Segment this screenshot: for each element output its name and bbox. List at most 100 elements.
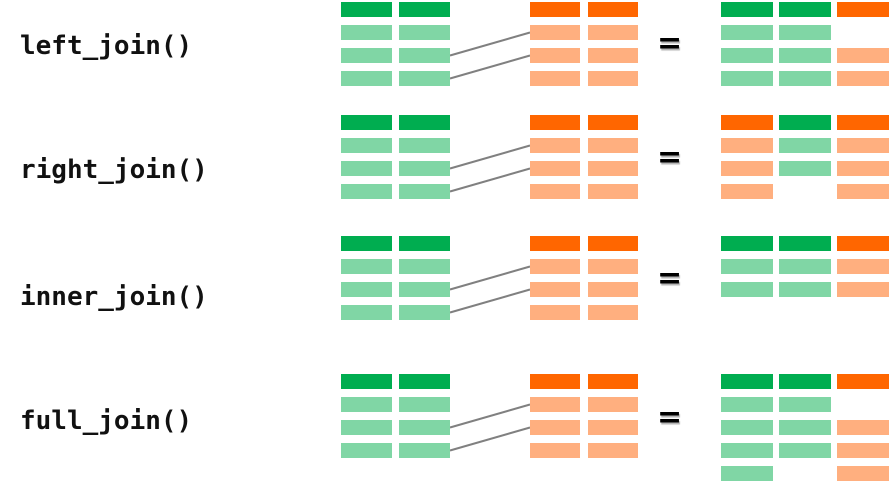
left-join-result-row-2-col-2	[779, 48, 831, 63]
full-join-left-table-row-1-col-1	[341, 397, 392, 412]
full-join-result-row-4-col-3	[837, 466, 889, 481]
full-join-right-table-row-2-col-1	[530, 420, 580, 435]
full-join-result-row-3-col-2	[779, 443, 831, 458]
full-join-result-row-2-col-3	[837, 420, 889, 435]
right-join-result-row-3-col-3	[837, 184, 889, 199]
left-join-link-line-2	[449, 54, 531, 80]
right-join-right-table-header-col-1	[530, 115, 580, 130]
left-join-result-row-3-col-1	[721, 71, 773, 86]
inner-join-result-header-col-2	[779, 236, 831, 251]
right-join-result-row-2-col-2	[779, 161, 831, 176]
left-join-left-table-header-col-1	[341, 2, 392, 17]
inner-join-left-table-row-1-col-2	[399, 259, 450, 274]
left-join-result-header-col-1	[721, 2, 773, 17]
inner-join-label: inner_join()	[20, 282, 208, 312]
inner-join-right-table-row-2-col-1	[530, 282, 580, 297]
full-join-right-table-row-1-col-1	[530, 397, 580, 412]
left-join-right-table-row-2-col-2	[588, 48, 638, 63]
inner-join-result-row-2-col-3	[837, 282, 889, 297]
full-join-result-row-1-col-2	[779, 397, 831, 412]
right-join-right-table-row-1-col-1	[530, 138, 580, 153]
right-join-result-row-1-col-2	[779, 138, 831, 153]
inner-join-left-table-row-1-col-1	[341, 259, 392, 274]
inner-join-result-header-col-1	[721, 236, 773, 251]
inner-join-result-row-2-col-2	[779, 282, 831, 297]
right-join-right-table-row-3-col-2	[588, 184, 638, 199]
right-join-result-row-3-col-1	[721, 184, 773, 199]
left-join-left-table-row-3-col-2	[399, 71, 450, 86]
left-join-right-table-row-1-col-2	[588, 25, 638, 40]
right-join-equals-sign: =	[657, 140, 683, 175]
full-join-result-row-2-col-2	[779, 420, 831, 435]
right-join-result-header-col-3	[837, 115, 889, 130]
inner-join-left-table-row-3-col-2	[399, 305, 450, 320]
full-join-link-line-2	[449, 426, 531, 452]
right-join-left-table-row-3-col-2	[399, 184, 450, 199]
inner-join-left-table-header-col-1	[341, 236, 392, 251]
right-join-label: right_join()	[20, 155, 208, 185]
right-join-right-table-header-col-2	[588, 115, 638, 130]
right-join-result-row-1-col-1	[721, 138, 773, 153]
full-join-left-table-row-3-col-2	[399, 443, 450, 458]
right-join-left-table-header-col-1	[341, 115, 392, 130]
inner-join-result-row-1-col-2	[779, 259, 831, 274]
right-join-right-table-row-1-col-2	[588, 138, 638, 153]
left-join-right-table-row-2-col-1	[530, 48, 580, 63]
inner-join-result-row-2-col-1	[721, 282, 773, 297]
left-join-left-table-row-2-col-1	[341, 48, 392, 63]
full-join-left-table-row-1-col-2	[399, 397, 450, 412]
right-join-left-table-row-1-col-1	[341, 138, 392, 153]
right-join-right-table-row-2-col-2	[588, 161, 638, 176]
inner-join-result-row-1-col-1	[721, 259, 773, 274]
full-join-result-row-1-col-1	[721, 397, 773, 412]
left-join-left-table-header-col-2	[399, 2, 450, 17]
left-join-link-line-1	[449, 31, 531, 57]
right-join-result-row-2-col-1	[721, 161, 773, 176]
left-join-result-header-col-3	[837, 2, 889, 17]
left-join-right-table-header-col-1	[530, 2, 580, 17]
inner-join-left-table-row-2-col-1	[341, 282, 392, 297]
full-join-left-table-row-2-col-1	[341, 420, 392, 435]
right-join-link-line-2	[449, 167, 531, 193]
inner-join-result-row-1-col-3	[837, 259, 889, 274]
right-join-link-line-1	[449, 144, 531, 170]
right-join-result-row-1-col-3	[837, 138, 889, 153]
full-join-right-table-row-3-col-2	[588, 443, 638, 458]
left-join-result-row-3-col-2	[779, 71, 831, 86]
left-join-result-row-1-col-2	[779, 25, 831, 40]
inner-join-equals-sign: =	[657, 261, 683, 296]
inner-join-right-table-row-3-col-1	[530, 305, 580, 320]
right-join-left-table-row-2-col-1	[341, 161, 392, 176]
full-join-result-header-col-1	[721, 374, 773, 389]
left-join-result-header-col-2	[779, 2, 831, 17]
right-join-right-table-row-2-col-1	[530, 161, 580, 176]
left-join-result-row-2-col-1	[721, 48, 773, 63]
left-join-result-row-2-col-3	[837, 48, 889, 63]
full-join-result-header-col-3	[837, 374, 889, 389]
inner-join-right-table-header-col-1	[530, 236, 580, 251]
full-join-right-table-header-col-2	[588, 374, 638, 389]
full-join-right-table-row-1-col-2	[588, 397, 638, 412]
full-join-left-table-header-col-1	[341, 374, 392, 389]
full-join-label: full_join()	[20, 406, 193, 436]
left-join-left-table-row-2-col-2	[399, 48, 450, 63]
left-join-right-table-row-3-col-2	[588, 71, 638, 86]
inner-join-right-table-row-1-col-1	[530, 259, 580, 274]
full-join-equals-sign: =	[657, 400, 683, 435]
right-join-result-header-col-2	[779, 115, 831, 130]
left-join-right-table-header-col-2	[588, 2, 638, 17]
full-join-left-table-row-2-col-2	[399, 420, 450, 435]
left-join-result-row-3-col-3	[837, 71, 889, 86]
full-join-result-row-3-col-3	[837, 443, 889, 458]
right-join-result-row-2-col-3	[837, 161, 889, 176]
right-join-left-table-header-col-2	[399, 115, 450, 130]
full-join-link-line-1	[449, 403, 531, 429]
full-join-right-table-row-2-col-2	[588, 420, 638, 435]
inner-join-right-table-row-3-col-2	[588, 305, 638, 320]
full-join-result-row-3-col-1	[721, 443, 773, 458]
inner-join-right-table-header-col-2	[588, 236, 638, 251]
right-join-right-table-row-3-col-1	[530, 184, 580, 199]
full-join-result-row-4-col-1	[721, 466, 773, 481]
